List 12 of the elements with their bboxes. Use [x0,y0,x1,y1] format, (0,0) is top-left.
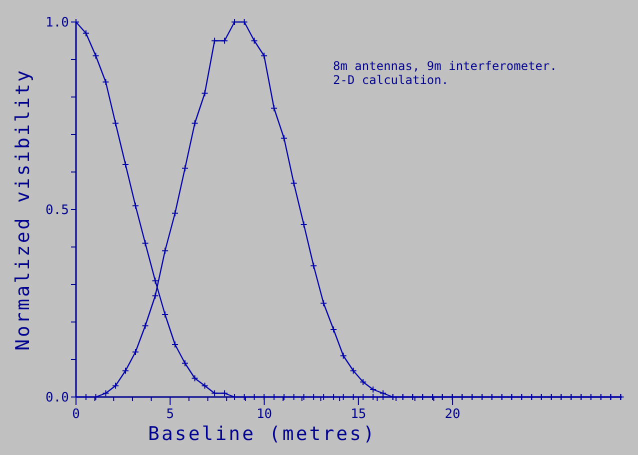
annotation: 8m antennas, 9m interferometer. [333,59,557,73]
x-tick-label: 10 [256,407,272,422]
y-axis-title: Normalized visibility [12,68,34,351]
x-tick-label: 20 [444,407,460,422]
annotation: 2-D calculation. [333,73,449,87]
x-axis-title: Baseline (metres) [148,423,376,445]
x-tick-label: 0 [72,407,80,422]
y-tick-label: 0.0 [46,390,69,406]
y-tick-label: 1.0 [46,16,69,31]
x-tick-label: 15 [350,407,366,422]
y-tick-label: 0.5 [46,203,69,218]
x-tick-label: 5 [166,407,174,422]
